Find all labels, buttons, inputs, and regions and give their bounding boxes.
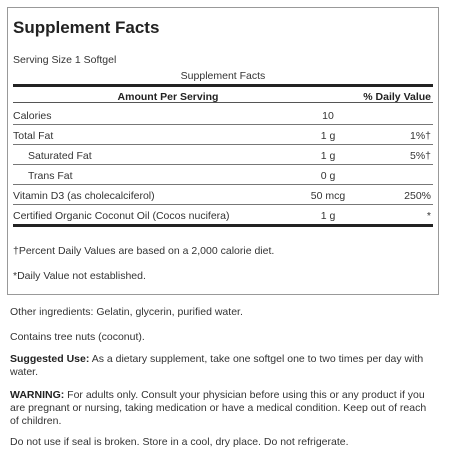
warning-label: WARNING: (10, 389, 65, 401)
table-row: Trans Fat 0 g (13, 166, 433, 185)
nutrient-name: Saturated Fat (28, 150, 92, 162)
nutrient-dv: 5%† (409, 150, 431, 162)
suggested-use-label: Suggested Use: (10, 353, 90, 365)
nutrient-name: Calories (13, 110, 52, 122)
other-ingredients: Other ingredients: Gelatin, glycerin, pu… (10, 306, 243, 318)
nutrient-dv: 1%† (409, 130, 431, 142)
table-row: Saturated Fat 1 g 5%† (13, 146, 433, 165)
nutrient-name: Total Fat (13, 130, 54, 142)
suggested-use-text: As a dietary supplement, take one softge… (10, 353, 424, 378)
table-row: Vitamin D3 (as cholecalciferol) 50 mcg 2… (13, 186, 433, 205)
nutrient-dv: 250% (404, 190, 431, 202)
warning-text: For adults only. Consult your physician … (10, 389, 427, 427)
nutrient-amount: 10 (322, 110, 334, 122)
nutrient-name: Certified Organic Coconut Oil (Cocos nuc… (13, 210, 230, 222)
nutrient-amount: 1 g (320, 130, 336, 142)
serving-size: Serving Size 1 Softgel (13, 54, 117, 66)
nutrient-name: Vitamin D3 (as cholecalciferol) (13, 190, 155, 202)
daily-value-header: % Daily Value (363, 91, 431, 103)
nutrient-amount: 50 mcg (310, 190, 346, 202)
footnote-not-established: *Daily Value not established. (13, 270, 146, 282)
nutrient-amount: 0 g (320, 170, 336, 182)
nutrient-amount: 1 g (320, 150, 336, 162)
storage-instructions: Do not use if seal is broken. Store in a… (10, 436, 349, 448)
table-row: Total Fat 1 g 1%† (13, 126, 433, 145)
allergen-statement: Contains tree nuts (coconut). (10, 331, 145, 343)
warning: WARNING: For adults only. Consult your p… (10, 389, 435, 428)
table-row: Calories 10 (13, 106, 433, 125)
table-row: Certified Organic Coconut Oil (Cocos nuc… (13, 206, 433, 227)
amount-per-serving-header: Amount Per Serving (117, 91, 219, 103)
table-header: Amount Per Serving % Daily Value (13, 84, 433, 103)
nutrient-dv: * (426, 210, 431, 222)
footnote-daily-values: †Percent Daily Values are based on a 2,0… (13, 245, 275, 257)
table-caption: Supplement Facts (180, 70, 266, 82)
suggested-use: Suggested Use: As a dietary supplement, … (10, 353, 435, 379)
panel-title: Supplement Facts (13, 18, 160, 37)
nutrient-name: Trans Fat (28, 170, 73, 182)
nutrient-amount: 1 g (320, 210, 336, 222)
supplement-facts-panel (7, 7, 439, 295)
